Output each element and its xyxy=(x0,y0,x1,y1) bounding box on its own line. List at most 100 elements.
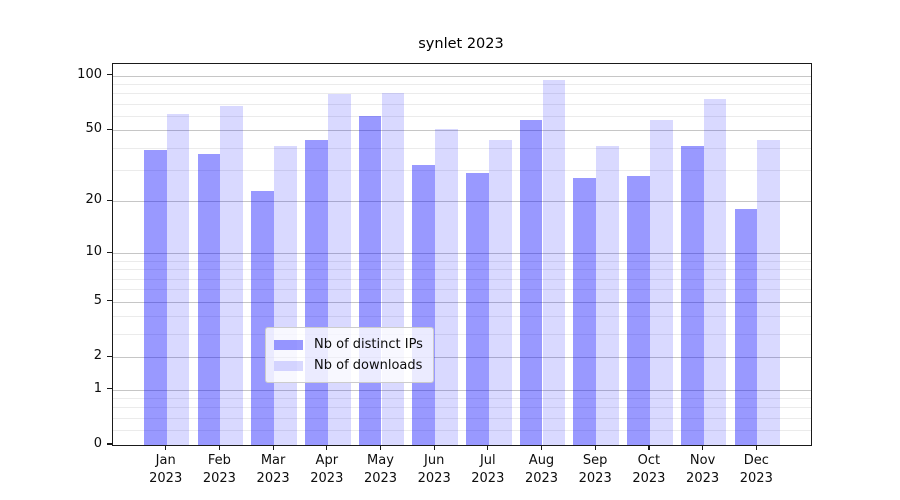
gridline-minor xyxy=(113,278,811,280)
plot-area xyxy=(112,63,812,446)
x-axis-tick-label: Mar 2023 xyxy=(241,452,305,487)
bar-downloads-jun xyxy=(435,128,458,445)
gridline-major xyxy=(113,357,811,359)
x-axis-year-label: 2023 xyxy=(149,470,183,486)
bar-downloads-oct xyxy=(649,120,673,445)
x-axis-month-label: Jul xyxy=(479,453,496,468)
y-axis-tick-label: 2 xyxy=(93,348,102,364)
y-tick-mark xyxy=(106,199,112,202)
gridline-minor xyxy=(113,269,811,271)
x-axis-tick-label: Apr 2023 xyxy=(295,452,359,487)
gridline-major xyxy=(113,201,811,203)
bar-distinct-ips-jul xyxy=(466,172,489,445)
y-axis-tick-label: 0 xyxy=(93,436,102,451)
x-axis-year-label: 2023 xyxy=(363,470,398,486)
x-tick-mark xyxy=(326,445,328,450)
bar-distinct-ips-jan xyxy=(143,149,167,445)
x-axis-year-label: 2023 xyxy=(471,470,505,486)
gridline-minor xyxy=(113,430,811,432)
x-axis-year-label: 2023 xyxy=(417,470,451,486)
bar-distinct-ips-may xyxy=(358,116,382,445)
x-axis-tick-label: Nov 2023 xyxy=(671,452,735,487)
x-axis-month-label: Oct xyxy=(637,453,661,468)
gridline-major xyxy=(113,389,811,391)
x-axis-year-label: 2023 xyxy=(524,470,559,486)
legend-row-downloads: Nb of downloads xyxy=(274,355,423,376)
gridline-minor xyxy=(113,104,811,105)
gridline-minor xyxy=(113,334,811,336)
x-axis-tick-label: Dec 2023 xyxy=(724,452,788,487)
x-axis-year-label: 2023 xyxy=(310,470,344,486)
y-axis-tick-label: 50 xyxy=(85,121,102,137)
bar-distinct-ips-aug xyxy=(519,120,543,445)
x-tick-mark xyxy=(379,445,382,450)
y-tick-mark xyxy=(106,300,112,302)
x-axis-tick-label: Oct 2023 xyxy=(617,452,681,487)
bar-distinct-ips-oct xyxy=(627,175,650,445)
bar-distinct-ips-mar xyxy=(251,190,275,445)
x-axis-month-label: Apr xyxy=(315,453,339,468)
x-tick-mark xyxy=(433,445,435,450)
x-axis-tick-label: Jun 2023 xyxy=(402,452,466,487)
x-axis-tick-label: Jan 2023 xyxy=(134,452,198,487)
bar-distinct-ips-sep xyxy=(573,178,597,445)
x-tick-mark xyxy=(272,445,274,450)
x-tick-mark xyxy=(218,445,221,450)
gridline-major xyxy=(113,130,811,132)
x-axis-month-label: Jun xyxy=(424,453,445,468)
x-axis-tick-label: Aug 2023 xyxy=(510,452,574,487)
gridline-minor xyxy=(113,170,811,172)
x-axis-year-label: 2023 xyxy=(632,470,666,486)
gridline-minor xyxy=(113,84,811,86)
y-axis-tick-label: 5 xyxy=(93,292,102,308)
x-tick-mark xyxy=(540,445,543,450)
x-axis-tick-label: Sep 2023 xyxy=(563,452,627,487)
bar-downloads-apr xyxy=(327,94,351,445)
bar-downloads-jul xyxy=(488,140,512,445)
gridline-major xyxy=(113,75,811,77)
gridline-minor xyxy=(113,260,811,262)
x-axis-year-label: 2023 xyxy=(578,470,612,486)
bar-distinct-ips-jun xyxy=(412,165,436,445)
bar-downloads-may xyxy=(381,93,405,445)
y-tick-mark xyxy=(106,74,112,76)
y-axis-tick-label: 1 xyxy=(93,380,102,396)
x-axis-month-label: Dec xyxy=(743,453,769,468)
legend-swatch-downloads-icon xyxy=(274,360,303,371)
x-axis-month-label: Nov xyxy=(689,453,716,468)
gridline-minor xyxy=(113,316,811,318)
bar-downloads-aug xyxy=(542,79,566,445)
legend-label-distinct-ips: Nb of distinct IPs xyxy=(314,337,423,352)
y-tick-mark xyxy=(106,387,112,390)
legend-row-distinct-ips: Nb of distinct IPs xyxy=(274,334,423,355)
legend-swatch-distinct-ips-icon xyxy=(274,339,303,350)
bar-downloads-mar xyxy=(274,146,297,445)
x-tick-mark xyxy=(487,445,489,450)
bar-distinct-ips-dec xyxy=(734,209,758,445)
y-axis-tick-label: 20 xyxy=(85,192,102,208)
x-axis-tick-label: May 2023 xyxy=(349,452,413,487)
bar-distinct-ips-feb xyxy=(197,154,221,445)
gridline-major xyxy=(113,253,811,255)
x-axis-tick-label: Jul 2023 xyxy=(456,452,520,487)
gridline-minor xyxy=(113,407,811,409)
bar-distinct-ips-apr xyxy=(305,140,328,445)
x-axis-year-label: 2023 xyxy=(256,470,290,486)
x-tick-mark xyxy=(702,445,704,450)
y-tick-mark xyxy=(106,355,112,357)
bar-downloads-dec xyxy=(757,140,781,445)
x-axis-month-label: Aug xyxy=(528,453,555,468)
legend-label-downloads: Nb of downloads xyxy=(314,358,423,373)
bar-distinct-ips-nov xyxy=(680,146,704,445)
y-axis-tick-label: 10 xyxy=(85,244,102,260)
x-axis-year-label: 2023 xyxy=(202,470,236,486)
gridline-minor xyxy=(113,418,811,420)
x-axis-month-label: Mar xyxy=(260,453,286,468)
gridline-minor xyxy=(113,147,811,149)
gridline-minor xyxy=(113,398,811,399)
x-axis-year-label: 2023 xyxy=(739,470,773,486)
gridline-minor xyxy=(113,93,811,95)
x-axis-month-label: Sep xyxy=(582,453,608,468)
x-axis-month-label: Feb xyxy=(207,453,231,468)
